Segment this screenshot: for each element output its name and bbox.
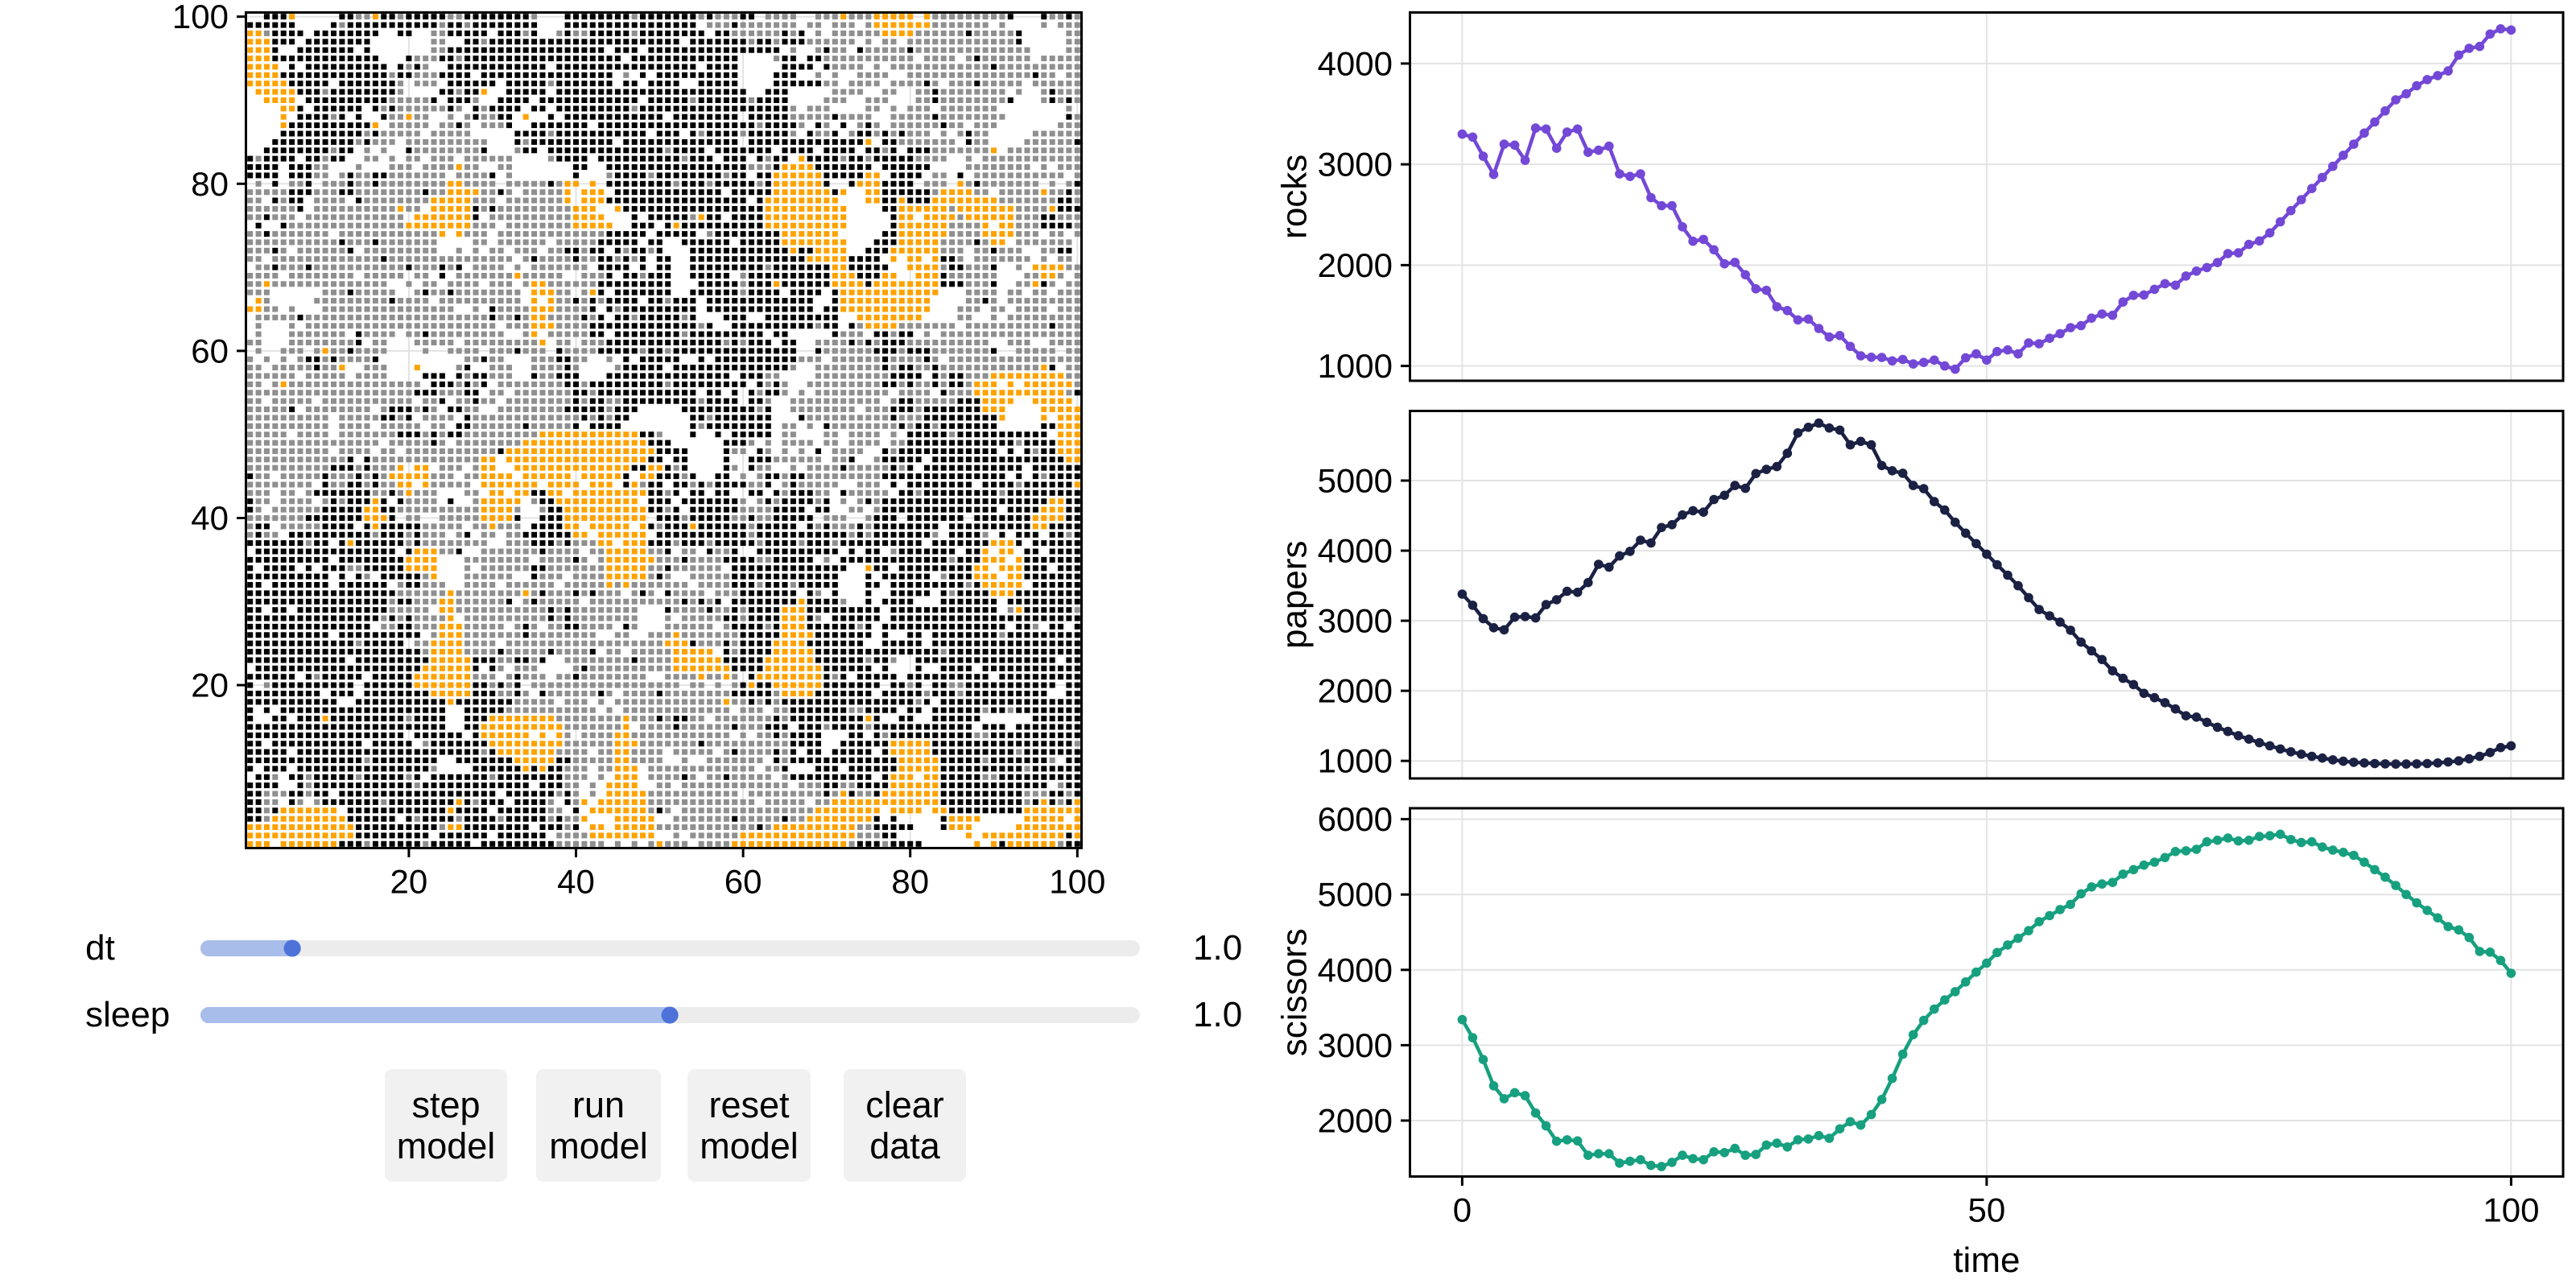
grid-plot-tick-label-y: 100 [172,0,229,35]
reset-model-button[interactable]: reset model [687,1069,811,1182]
reset-model-button-label-line2: model [700,1125,799,1166]
grid-plot-spines [245,11,1083,849]
grid-plot-tick-label-x: 40 [557,862,595,900]
run-model-button-label-line2: model [549,1125,648,1166]
chart-tick-label-y: 5000 [1318,876,1393,914]
chart-tick-label-y: 5000 [1318,462,1393,500]
clear-data-button[interactable]: clear data [844,1069,966,1182]
chart-tick-label-y: 2000 [1318,246,1393,284]
step-model-button-label-line2: model [396,1125,496,1166]
time-series-charts: 1000200030004000rocks1000200030004000500… [1275,11,2565,1280]
dt-slider-value: 1.0 [1193,928,1243,968]
chart-tick-label-y: 2000 [1318,672,1393,710]
chart-tick-label-x: 100 [2483,1191,2539,1228]
dt-slider-track[interactable] [200,940,1140,956]
chart-tick-label-x: 0 [1453,1191,1472,1228]
reset-model-button-label-line1: reset [708,1084,790,1125]
time-axis-label: time [1953,1241,2020,1280]
sleep-slider-label: sleep [85,995,171,1034]
sleep-slider-row: sleep 1.0 [0,997,1288,1033]
grid-plot-tick-label-x: 20 [390,862,428,900]
grid-plot-tick-label-y: 40 [191,499,229,537]
scissors-markers [1457,829,2516,1171]
chart-rocks: 1000 2000 3000 4000 rocks [1275,11,2565,385]
dt-slider-fill [200,940,301,956]
chart-spines [1409,410,2565,780]
scissors-ylabel: scissors [1275,928,1315,1056]
chart-tick-label-y: 2000 [1318,1102,1393,1140]
run-model-button[interactable]: run model [536,1069,661,1182]
step-model-button[interactable]: step model [385,1069,507,1182]
chart-tick-label-x: 50 [1968,1191,2006,1228]
sleep-slider-fill [200,1007,679,1023]
chart-spines [1409,11,2565,382]
chart-tick-label-y: 1000 [1318,742,1393,780]
chart-tick-label-y: 4000 [1318,951,1393,989]
sleep-slider-handle[interactable] [661,1006,679,1024]
grid-plot-tick-label-x: 80 [891,862,929,900]
chart-tick-label-y: 4000 [1318,44,1393,82]
run-model-button-label-line1: run [572,1084,625,1125]
papers-ylabel: papers [1275,540,1315,649]
chart-tick-label-y: 6000 [1318,800,1393,838]
abm-grid-plot: 20 40 60 80 100 20 40 60 80 100 [172,0,1105,900]
chart-tick-label-y: 1000 [1318,347,1393,385]
chart-tick-label-y: 3000 [1318,602,1393,640]
step-model-button-label-line1: step [411,1084,481,1125]
grid-plot-tick-label-y: 80 [191,165,229,203]
chart-spines [1409,807,2565,1178]
sleep-slider-value: 1.0 [1193,995,1243,1034]
dt-slider-handle[interactable] [283,939,301,957]
chart-papers: 1000 2000 3000 4000 5000 papers [1275,410,2565,780]
clear-data-button-label-line2: data [869,1125,940,1166]
chart-tick-label-y: 4000 [1318,532,1393,570]
papers-markers [1457,418,2516,769]
chart-scissors: 2000 3000 4000 5000 6000 scissors 0 50 100 time [1275,800,2565,1280]
clear-data-button-label-line1: clear [865,1084,944,1125]
rocks-ylabel: rocks [1275,155,1315,239]
dt-slider-row: dt 1.0 [0,931,1288,966]
chart-tick-label-y: 3000 [1318,1026,1393,1064]
chart-tick-label-y: 3000 [1318,146,1393,184]
grid-plot-tick-label-y: 20 [191,667,229,704]
grid-plot-tick-label-y: 60 [191,332,229,369]
grid-plot-tick-label-x: 60 [724,862,762,900]
rocks-markers [1457,24,2516,374]
dt-slider-label: dt [85,928,115,968]
agent-cells [247,14,1080,847]
grid-plot-tick-label-x: 100 [1049,862,1105,900]
